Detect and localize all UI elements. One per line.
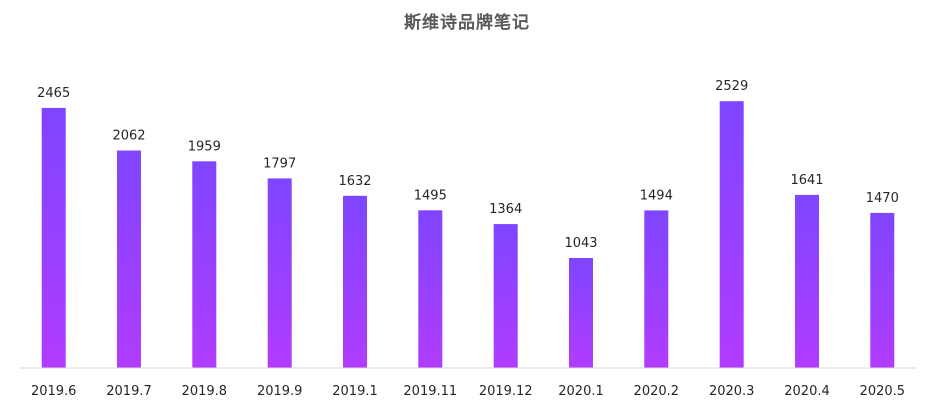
- x-tick-label-2020.3: 2020.3: [709, 384, 755, 399]
- x-tick-labels-group: 2019.6 2019.7 2019.8 2019.9 2019.1 2019.11 201…: [31, 384, 905, 399]
- bar-2019.11: [418, 210, 443, 368]
- data-label-2019.12: 1364: [489, 202, 522, 217]
- bar-2019.8: [192, 161, 217, 368]
- x-tick-label-2019.12: 2019.12: [479, 384, 533, 399]
- x-tick-label-2019.6: 2019.6: [31, 384, 77, 399]
- data-label-2019.8: 1959: [188, 139, 221, 154]
- data-label-2020.1: 1043: [564, 236, 597, 251]
- x-tick-label-2019.11: 2019.11: [403, 384, 457, 399]
- chart-title: 斯维诗品牌笔记: [404, 13, 530, 33]
- data-label-2019.1: 1632: [338, 174, 371, 189]
- bar-2020.3: [719, 101, 744, 368]
- x-tick-label-2020.4: 2020.4: [784, 384, 830, 399]
- bar-2020.4: [795, 194, 819, 368]
- bar-2020.2: [644, 210, 669, 368]
- data-labels-group: 2465 2062 1959 1797 1632 1495 1364 1043 1494 2529…: [37, 79, 899, 251]
- data-label-2019.6: 2465: [37, 86, 70, 101]
- data-label-2020.2: 1494: [640, 188, 673, 203]
- bar-2020.1: [569, 258, 593, 368]
- data-label-2020.3: 2529: [715, 79, 748, 94]
- x-tick-label-2020.5: 2020.5: [860, 384, 906, 399]
- data-label-2019.9: 1797: [263, 156, 296, 171]
- bar-2019.7: [117, 150, 141, 368]
- bar-2020.5: [870, 212, 895, 368]
- bar-2019.6: [41, 107, 66, 369]
- bar-2019.1: [343, 195, 367, 368]
- x-tick-label-2020.1: 2020.1: [558, 384, 604, 399]
- x-tick-label-2019.1: 2019.1: [332, 384, 378, 399]
- x-tick-label-2019.8: 2019.8: [182, 384, 228, 399]
- bar-2019.12: [493, 224, 518, 368]
- data-label-2020.4: 1641: [790, 173, 823, 188]
- bars-group: [41, 101, 895, 369]
- data-label-2020.5: 1470: [866, 191, 899, 206]
- data-label-2019.7: 2062: [112, 129, 145, 144]
- x-tick-label-2019.7: 2019.7: [106, 384, 152, 399]
- data-label-2019.11: 1495: [414, 188, 447, 203]
- x-tick-label-2019.9: 2019.9: [257, 384, 303, 399]
- x-tick-label-2020.2: 2020.2: [634, 384, 680, 399]
- bar-2019.9: [267, 178, 292, 368]
